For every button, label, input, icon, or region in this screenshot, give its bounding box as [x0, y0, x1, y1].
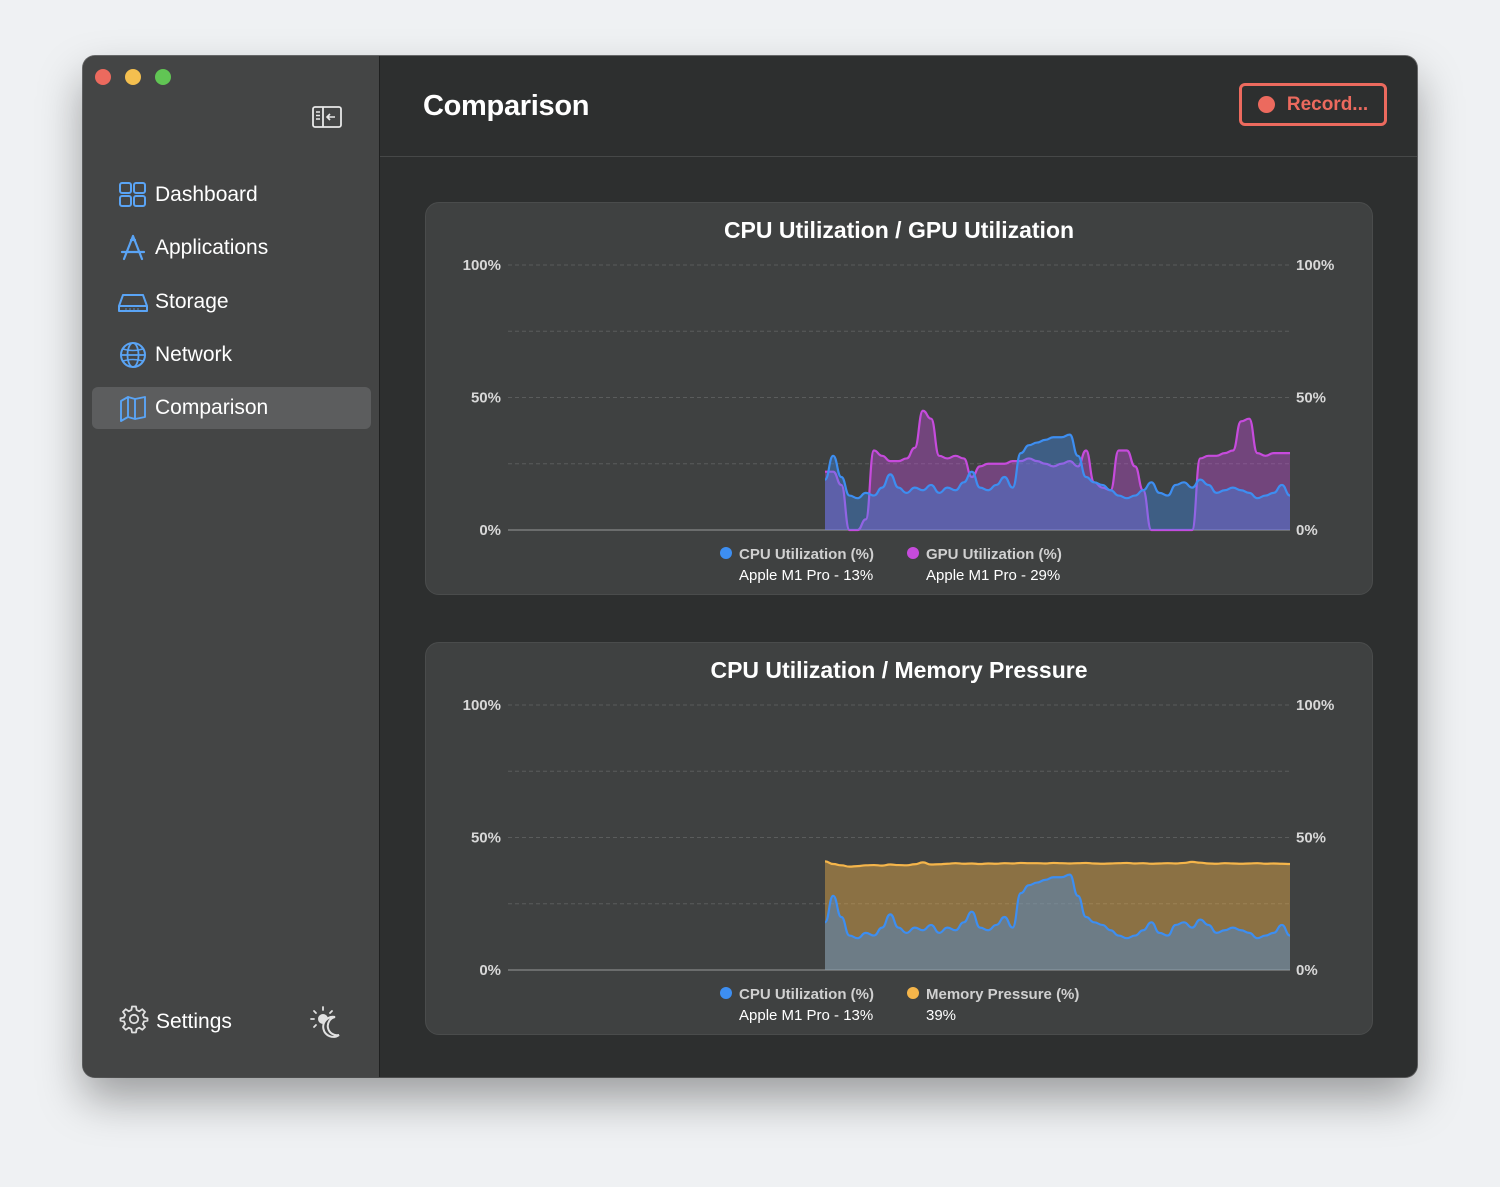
chart-title: CPU Utilization / GPU Utilization [723, 217, 1075, 243]
series-line [823, 433, 1291, 500]
legend-marker [907, 987, 919, 999]
series-area [825, 874, 1290, 970]
chart-title: CPU Utilization / Memory Pressure [710, 657, 1088, 683]
y-tick-label-left: 0% [479, 962, 501, 979]
storage-icon [118, 287, 148, 317]
legend-value: 39% [926, 1007, 956, 1024]
y-tick-label-right: 50% [1296, 830, 1326, 847]
toolbar: Comparison Record... [380, 56, 1417, 157]
y-tick-label-right: 100% [1296, 697, 1334, 714]
legend-label: CPU Utilization (%) [739, 546, 874, 563]
y-tick-label-right: 100% [1296, 257, 1334, 274]
y-tick-label-left: 50% [471, 390, 501, 407]
network-icon [118, 340, 148, 370]
series-area [825, 861, 1290, 970]
legend-marker [907, 547, 919, 559]
legend-label: Memory Pressure (%) [926, 986, 1079, 1003]
legend-label: CPU Utilization (%) [739, 986, 874, 1003]
applications-icon [118, 233, 148, 263]
y-tick-label-right: 0% [1296, 962, 1318, 979]
legend-value: Apple M1 Pro - 13% [739, 1007, 873, 1024]
y-tick-label-left: 100% [463, 697, 501, 714]
sidebar-item-label: Applications [155, 236, 269, 260]
sidebar-item-storage[interactable]: Storage [92, 281, 371, 323]
close-window-button[interactable] [95, 69, 111, 85]
legend-value: Apple M1 Pro - 13% [739, 567, 873, 584]
sidebar: Dashboard Applications [83, 56, 380, 1077]
dashboard-icon [118, 180, 148, 210]
legend-marker [720, 987, 732, 999]
chart-cpu-gpu: 100% 50% 0% 100% 50% 0% CPU Utilization (%) App… [463, 257, 1335, 584]
sidebar-item-applications[interactable]: Applications [92, 227, 371, 269]
series-line [823, 873, 1291, 940]
chart-card-cpu-memory: CPU Utilization / Memory Pressure 100% 50… [425, 642, 1373, 1035]
minimize-window-button[interactable] [125, 69, 141, 85]
page-title: Comparison [423, 90, 590, 122]
sidebar-toggle-icon[interactable] [311, 104, 343, 130]
sidebar-item-comparison[interactable]: Comparison [92, 387, 371, 430]
series-area [825, 434, 1290, 530]
sidebar-nav: Dashboard Applications [92, 174, 371, 440]
settings-button[interactable]: Settings [119, 1004, 232, 1039]
series-area [825, 410, 1290, 530]
sidebar-item-network[interactable]: Network [92, 334, 371, 376]
sidebar-item-label: Storage [155, 289, 229, 313]
y-tick-label-left: 0% [479, 522, 501, 539]
record-label: Record... [1286, 93, 1369, 115]
y-tick-label-right: 50% [1296, 390, 1326, 407]
y-tick-label-left: 100% [463, 257, 501, 274]
y-tick-label-right: 0% [1296, 522, 1318, 539]
chart-card-cpu-gpu: CPU Utilization / GPU Utilization 100% 50… [425, 202, 1373, 595]
app-window: Dashboard Applications [83, 56, 1417, 1077]
appearance-toggle-icon[interactable] [309, 1005, 343, 1039]
legend-value: Apple M1 Pro - 29% [926, 567, 1060, 584]
main-content: Comparison Record... CPU Utilization / G… [380, 56, 1417, 1077]
settings-label: Settings [156, 1009, 232, 1033]
chart-cpu-memory: 100% 50% 0% 100% 50% 0% CPU Utilization (%) App… [463, 697, 1335, 1024]
gear-icon [119, 1004, 149, 1039]
sidebar-item-dashboard[interactable]: Dashboard [92, 174, 371, 216]
comparison-icon [118, 393, 148, 423]
series-line [824, 409, 1290, 532]
y-tick-label-left: 50% [471, 830, 501, 847]
legend-label: GPU Utilization (%) [926, 546, 1062, 563]
record-icon [1257, 96, 1275, 113]
record-button[interactable]: Record... [1239, 83, 1387, 126]
sidebar-item-label: Comparison [155, 396, 269, 420]
legend-marker [720, 547, 732, 559]
sidebar-item-label: Dashboard [155, 183, 258, 206]
series-line [824, 860, 1291, 868]
zoom-window-button[interactable] [155, 69, 171, 85]
sidebar-item-label: Network [155, 342, 233, 366]
